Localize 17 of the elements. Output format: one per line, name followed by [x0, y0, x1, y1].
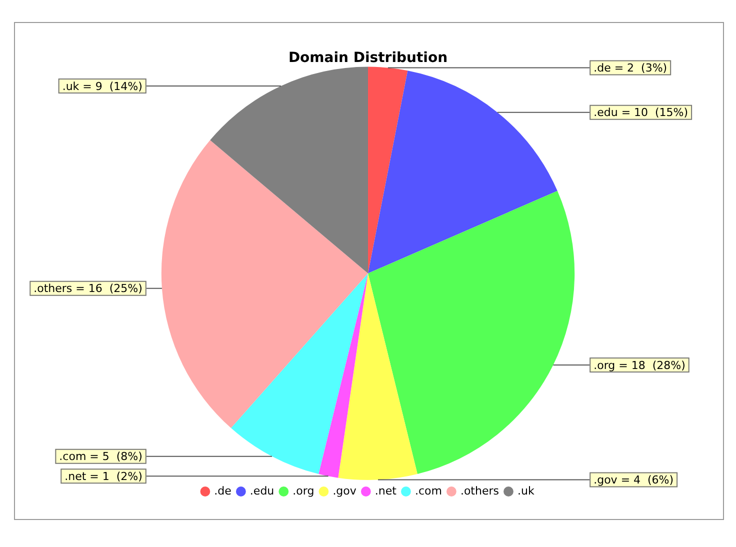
data-label: .gov = 4 (6%) — [594, 474, 674, 487]
legend-label: .com — [414, 484, 442, 498]
legend-label: .gov — [332, 484, 357, 498]
legend-label: .de — [214, 484, 232, 498]
legend-label: .org — [292, 484, 314, 498]
legend-label: .others — [460, 484, 500, 498]
legend-label: .net — [374, 484, 398, 498]
legend-label: .uk — [517, 484, 535, 498]
data-label: .others = 16 (25%) — [34, 282, 142, 296]
data-label: .net = 1 (2%) — [64, 470, 142, 484]
data-label: .de = 2 (3%) — [594, 62, 668, 75]
data-label: .uk = 9 (14%) — [62, 80, 142, 93]
data-label: .edu = 10 (15%) — [594, 106, 688, 120]
data-label: .com = 5 (8%) — [59, 450, 142, 464]
legend-label: .edu — [250, 484, 274, 498]
chart-title: Domain Distribution — [288, 50, 448, 66]
data-label: .org = 18 (28%) — [594, 358, 686, 372]
